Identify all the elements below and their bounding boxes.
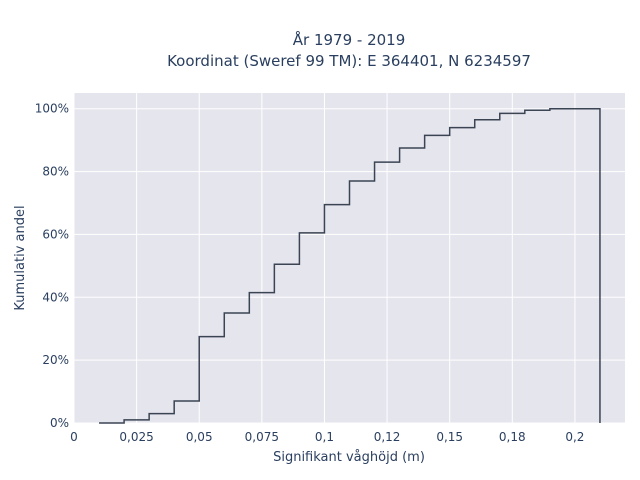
- x-tick-label: 0,1: [315, 430, 334, 444]
- series-layer: [99, 107, 601, 424]
- plot-area: [74, 93, 625, 423]
- y-tick-label: 0%: [50, 416, 69, 430]
- x-tick-label: 0,05: [186, 430, 213, 444]
- x-tick-label: 0,2: [565, 430, 584, 444]
- y-tick-label: 60%: [42, 227, 69, 241]
- x-tick-label: 0,075: [245, 430, 279, 444]
- y-axis-ticks: 0% 20% 40% 60% 80% 100%: [35, 102, 69, 430]
- y-tick-label: 100%: [35, 102, 69, 116]
- x-axis-ticks: 0 0,025 0,05 0,075 0,1 0,12 0,15 0,18 0,2: [70, 430, 584, 444]
- x-tick-label: 0,025: [119, 430, 153, 444]
- y-tick-label: 80%: [42, 165, 69, 179]
- x-tick-label: 0,18: [499, 430, 526, 444]
- x-axis-title: Signifikant våghöjd (m): [273, 450, 425, 465]
- x-tick-label: 0,15: [436, 430, 463, 444]
- chart-title-line-2: Koordinat (Sweref 99 TM): E 364401, N 62…: [167, 52, 531, 70]
- chart-title-line-1: År 1979 - 2019: [293, 30, 406, 49]
- y-tick-label: 20%: [42, 353, 69, 367]
- grid-lines: [73, 93, 625, 424]
- x-tick-label: 0,12: [374, 430, 401, 444]
- cumulative-step-line: [99, 107, 601, 424]
- y-tick-label: 40%: [42, 290, 69, 304]
- y-axis-title: Kumulativ andel: [13, 205, 28, 310]
- x-tick-label: 0: [70, 430, 78, 444]
